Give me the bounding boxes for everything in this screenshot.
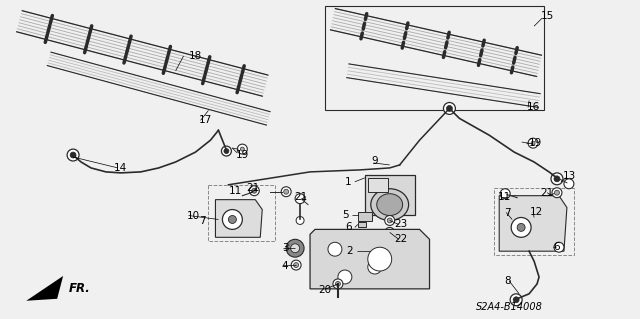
Circle shape — [338, 270, 352, 284]
Circle shape — [511, 218, 531, 237]
Circle shape — [510, 294, 522, 306]
Text: 14: 14 — [115, 163, 127, 173]
Circle shape — [387, 218, 392, 223]
Polygon shape — [499, 196, 567, 251]
Polygon shape — [216, 200, 262, 237]
Text: 18: 18 — [189, 51, 202, 61]
Circle shape — [237, 144, 247, 154]
Text: 6: 6 — [346, 222, 352, 233]
Circle shape — [447, 106, 452, 111]
Ellipse shape — [377, 194, 403, 216]
Circle shape — [296, 217, 304, 225]
Text: 5: 5 — [342, 210, 349, 219]
Circle shape — [228, 216, 236, 223]
Text: 21: 21 — [540, 188, 554, 198]
Circle shape — [291, 260, 301, 270]
Circle shape — [328, 242, 342, 256]
Circle shape — [241, 147, 244, 151]
Circle shape — [252, 188, 257, 193]
Bar — [325, 6, 544, 110]
Text: 11: 11 — [228, 186, 242, 196]
Circle shape — [221, 146, 232, 156]
Text: 15: 15 — [540, 11, 554, 21]
Circle shape — [387, 230, 392, 235]
Text: 7: 7 — [199, 217, 206, 226]
Circle shape — [284, 189, 289, 194]
Text: 21: 21 — [294, 192, 308, 202]
Text: 23: 23 — [394, 219, 407, 229]
Circle shape — [333, 279, 343, 289]
Text: 21: 21 — [246, 183, 260, 193]
Circle shape — [554, 176, 560, 182]
Circle shape — [294, 263, 299, 268]
Text: 19: 19 — [529, 138, 541, 148]
Circle shape — [281, 187, 291, 197]
Circle shape — [67, 149, 79, 161]
Text: 20: 20 — [319, 285, 332, 295]
Text: 22: 22 — [394, 234, 407, 244]
Bar — [358, 222, 366, 227]
Text: 16: 16 — [527, 102, 540, 113]
Text: 8: 8 — [504, 276, 511, 286]
Text: 9: 9 — [371, 156, 378, 166]
Polygon shape — [26, 276, 63, 301]
Circle shape — [250, 186, 259, 196]
Circle shape — [368, 260, 381, 274]
Text: 11: 11 — [497, 192, 511, 202]
Text: 4: 4 — [282, 261, 289, 271]
Text: 10: 10 — [187, 211, 200, 220]
Polygon shape — [310, 229, 429, 289]
Text: 12: 12 — [529, 206, 543, 217]
Text: FR.: FR. — [69, 282, 91, 295]
Circle shape — [286, 239, 304, 257]
Circle shape — [385, 227, 395, 237]
Circle shape — [554, 242, 564, 252]
Circle shape — [528, 138, 538, 148]
Circle shape — [551, 173, 563, 185]
Text: 2: 2 — [346, 246, 353, 256]
Circle shape — [517, 223, 525, 231]
Circle shape — [552, 188, 562, 198]
Circle shape — [335, 281, 340, 286]
Circle shape — [224, 149, 229, 153]
Text: 6: 6 — [554, 242, 560, 252]
Text: 19: 19 — [236, 150, 249, 160]
Bar — [358, 211, 372, 221]
Circle shape — [500, 189, 510, 199]
Ellipse shape — [371, 189, 408, 220]
Circle shape — [554, 190, 559, 195]
Text: 3: 3 — [282, 243, 289, 253]
Text: 13: 13 — [563, 171, 577, 181]
Circle shape — [564, 179, 574, 189]
Circle shape — [70, 152, 76, 158]
Circle shape — [291, 244, 300, 253]
Bar — [365, 175, 415, 214]
Text: 1: 1 — [344, 177, 351, 187]
Text: 17: 17 — [199, 115, 212, 125]
Text: 7: 7 — [504, 208, 511, 218]
Circle shape — [531, 141, 535, 145]
Text: S2A4-B14008: S2A4-B14008 — [476, 302, 543, 312]
Circle shape — [513, 297, 519, 303]
Circle shape — [444, 102, 456, 115]
Circle shape — [385, 216, 395, 226]
Circle shape — [368, 247, 392, 271]
Bar — [368, 178, 388, 192]
Circle shape — [295, 194, 305, 204]
Circle shape — [223, 210, 243, 229]
